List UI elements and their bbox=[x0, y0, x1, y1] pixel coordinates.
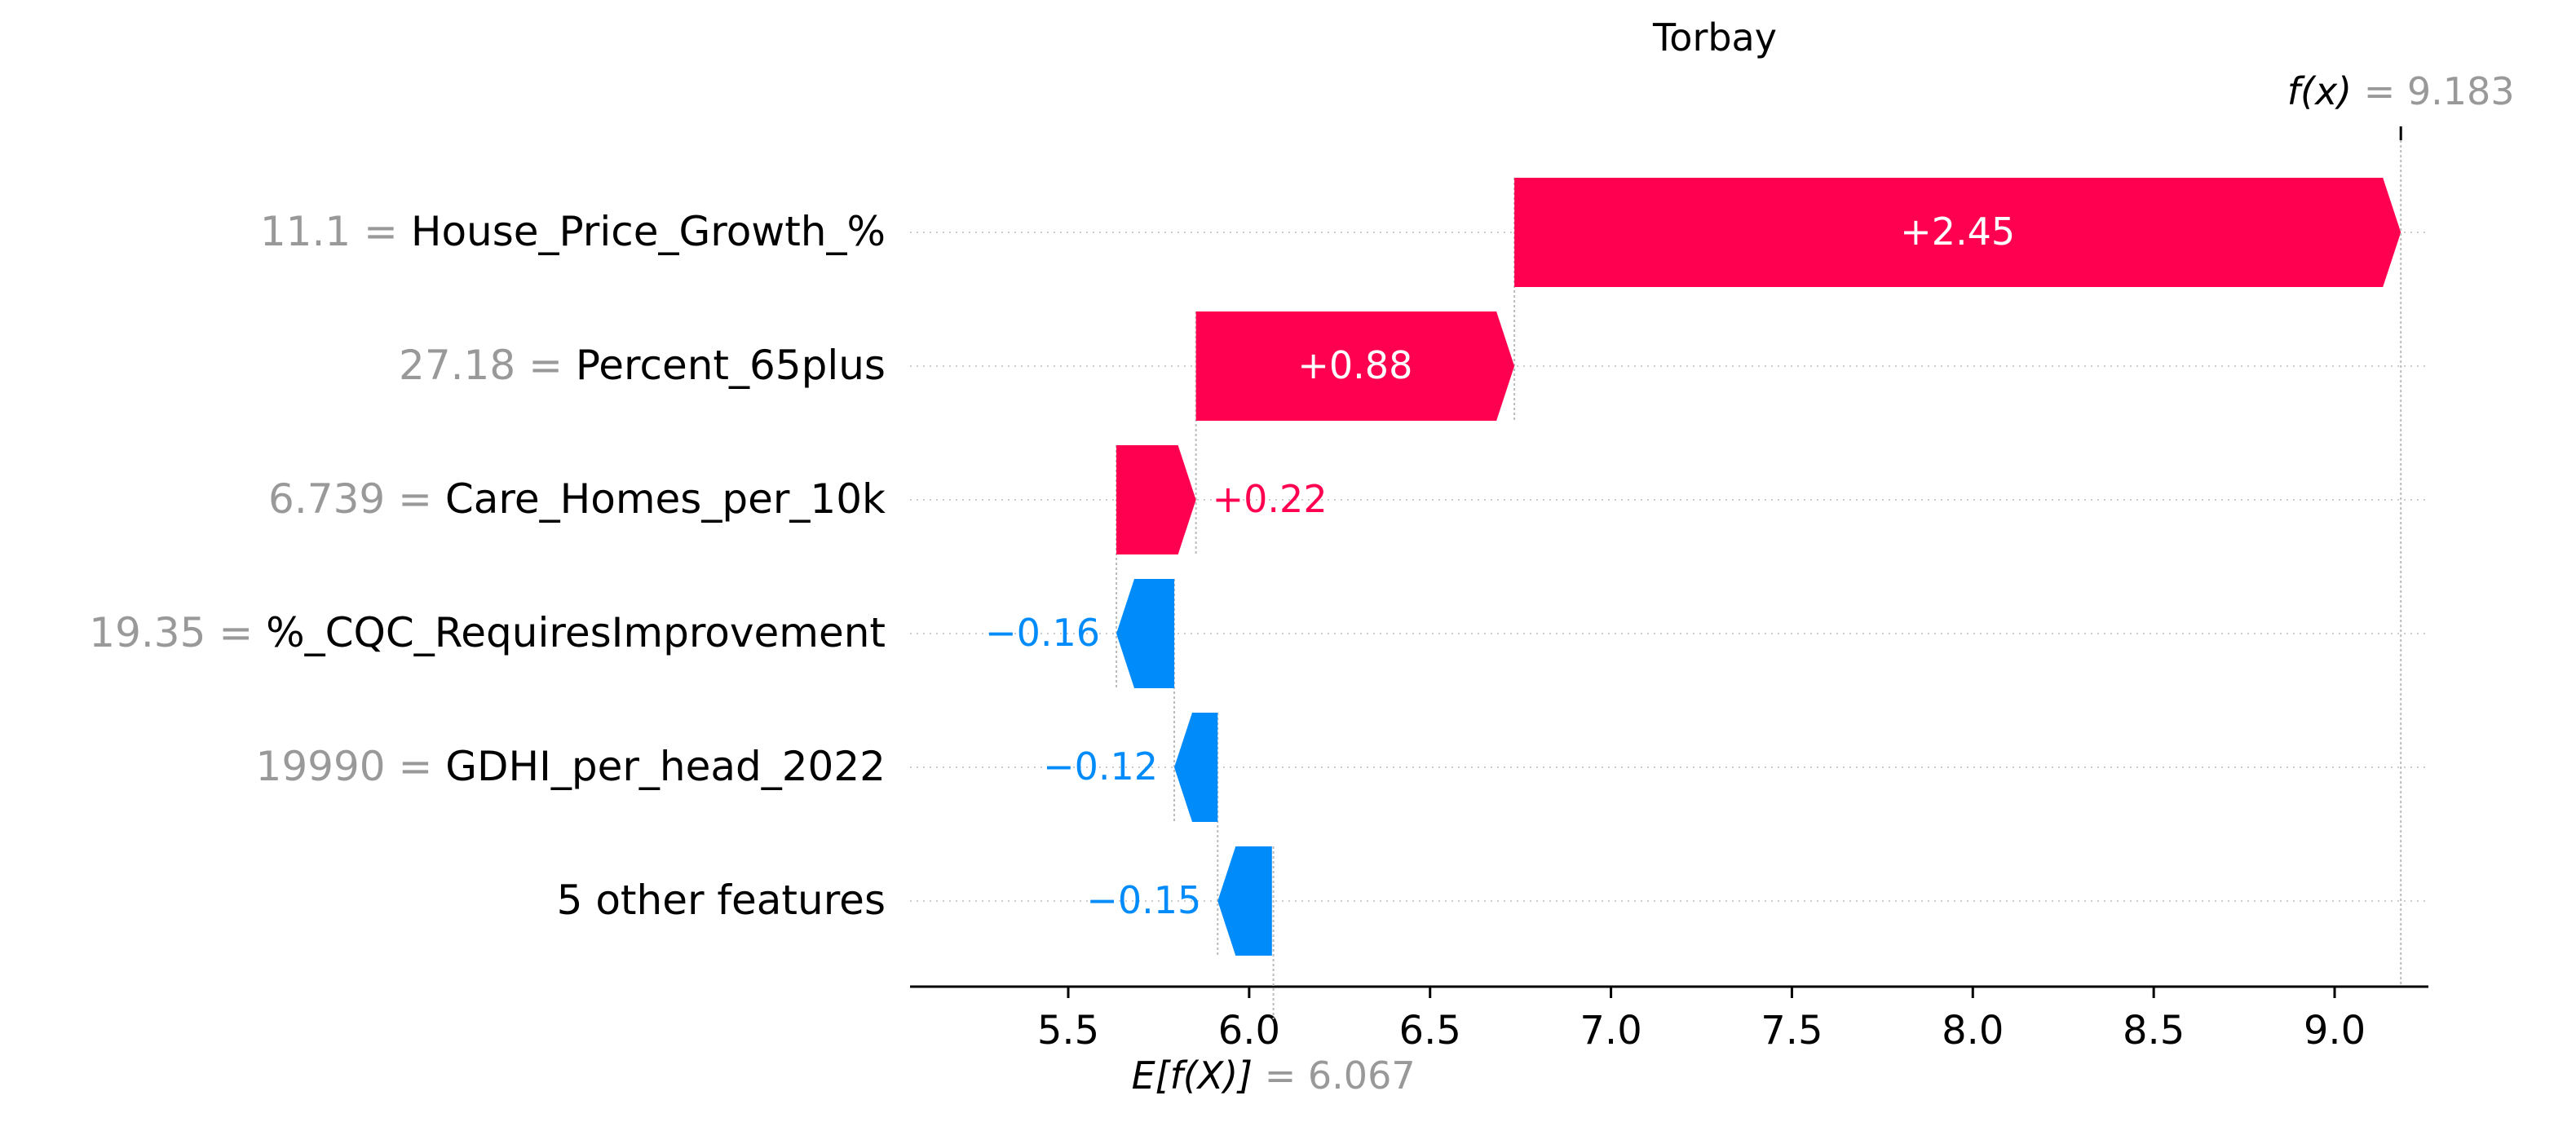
x-tick-label: 8.5 bbox=[2123, 1008, 2185, 1054]
contribution-bar bbox=[1195, 311, 1515, 421]
fx-label: f(x) = 9.183 bbox=[2287, 69, 2515, 113]
contribution-label: +0.22 bbox=[1213, 477, 1328, 521]
y-labels: 11.1 = House_Price_Growth_% 27.18 = Perce… bbox=[89, 208, 886, 924]
fx-marker: f(x) = 9.183 bbox=[2287, 69, 2515, 987]
contribution-bar bbox=[1514, 178, 2401, 287]
feature-label: 6.739 = Care_Homes_per_10k bbox=[268, 475, 886, 523]
contribution-label: +2.45 bbox=[1900, 210, 2015, 254]
contribution-bar bbox=[1116, 445, 1196, 554]
feature-value: 11.1 = bbox=[260, 208, 411, 255]
chart-title: Torbay bbox=[1652, 15, 1777, 60]
x-ticks: 5.5 6.0 6.5 7.0 7.5 8.0 8.5 9.0 bbox=[1037, 987, 2366, 1054]
feature-name: GDHI_per_head_2022 bbox=[445, 743, 886, 790]
feature-value: 6.739 = bbox=[268, 475, 445, 523]
feature-label: 11.1 = House_Price_Growth_% bbox=[260, 208, 886, 255]
x-tick-label: 6.0 bbox=[1218, 1008, 1280, 1054]
feature-value: 19.35 = bbox=[89, 609, 266, 656]
contribution-label: −0.12 bbox=[1043, 744, 1158, 788]
x-tick-label: 7.0 bbox=[1580, 1008, 1641, 1054]
feature-label: 19990 = GDHI_per_head_2022 bbox=[256, 743, 886, 790]
feature-label: 19.35 = %_CQC_RequiresImprovement bbox=[89, 609, 886, 656]
feature-value: 27.18 = bbox=[399, 342, 576, 389]
bars: +2.45 +0.88 +0.22 −0.16 −0.12 −0.15 bbox=[985, 178, 2401, 956]
feature-name: Care_Homes_per_10k bbox=[445, 475, 886, 523]
base-label: E[f(X)] = 6.067 bbox=[1132, 1054, 1416, 1098]
connectors bbox=[1116, 178, 1516, 956]
contribution-bar bbox=[1217, 846, 1272, 956]
contribution-bar bbox=[1174, 713, 1218, 822]
feature-name: House_Price_Growth_% bbox=[411, 208, 886, 255]
x-tick-label: 5.5 bbox=[1037, 1008, 1099, 1054]
x-tick-label: 7.5 bbox=[1761, 1008, 1823, 1054]
x-tick-label: 6.5 bbox=[1399, 1008, 1461, 1054]
contribution-label: +0.88 bbox=[1297, 343, 1412, 387]
contribution-bar bbox=[1116, 579, 1175, 688]
feature-name: 5 other features bbox=[557, 877, 886, 924]
feature-label: 5 other features bbox=[557, 877, 886, 924]
x-tick-label: 8.0 bbox=[1942, 1008, 2004, 1054]
feature-name: %_CQC_RequiresImprovement bbox=[266, 609, 886, 656]
base-marker: E[f(X)] = 6.067 bbox=[1132, 846, 1416, 1098]
contribution-label: −0.15 bbox=[1086, 878, 1201, 922]
contribution-label: −0.16 bbox=[985, 611, 1100, 655]
feature-label: 27.18 = Percent_65plus bbox=[399, 342, 886, 389]
gridlines bbox=[910, 232, 2428, 902]
feature-value: 19990 = bbox=[256, 743, 446, 790]
x-tick-label: 9.0 bbox=[2304, 1008, 2366, 1054]
feature-name: Percent_65plus bbox=[576, 342, 886, 389]
